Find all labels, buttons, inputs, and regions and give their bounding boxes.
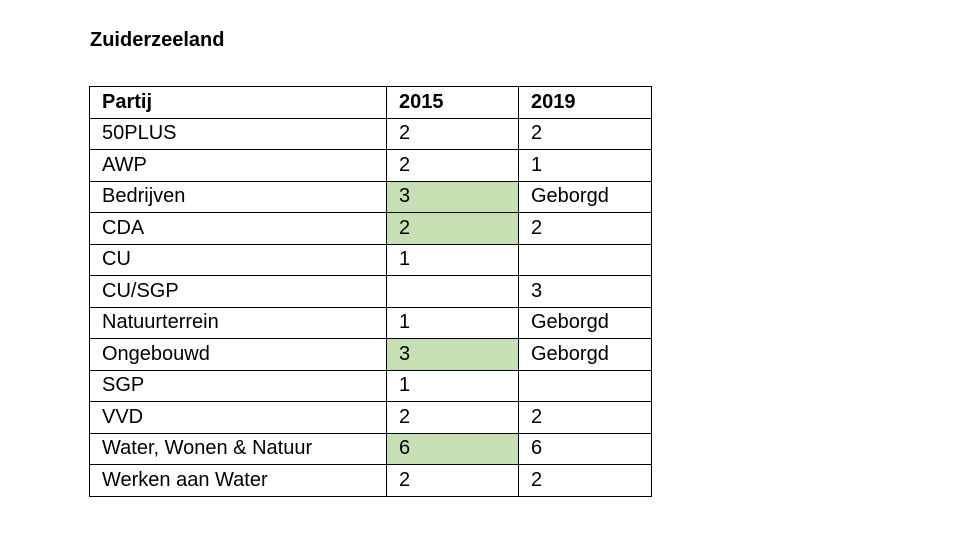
document-title: Zuiderzeeland — [90, 29, 225, 51]
table-row: CU/SGP 3 — [89, 275, 652, 308]
seats-2015-cell: 3 — [386, 338, 519, 371]
seats-2015-cell: 1 — [386, 369, 519, 402]
seats-2019-cell: 2 — [518, 212, 652, 245]
seats-2015-cell: 2 — [386, 401, 519, 434]
seats-2015-cell: 1 — [386, 306, 519, 339]
table-row: Ongebouwd 3 Geborgd — [89, 338, 652, 371]
seats-2019-cell: 6 — [518, 432, 652, 465]
party-cell: CU/SGP — [89, 275, 387, 308]
seats-2015-cell: 3 — [386, 180, 519, 213]
seats-2015-cell: 2 — [386, 212, 519, 245]
table-row: Bedrijven 3 Geborgd — [89, 180, 652, 213]
party-cell: CU — [89, 243, 387, 276]
seats-2015-cell: 6 — [386, 432, 519, 465]
table-row: AWP 2 1 — [89, 149, 652, 182]
header-2015: 2015 — [386, 86, 519, 119]
table-header-row: Partij 2015 2019 — [89, 86, 652, 119]
seats-2019-cell: 3 — [518, 275, 652, 308]
seats-2019-cell: Geborgd — [518, 180, 652, 213]
seats-2019-cell — [518, 369, 652, 402]
table-row: 50PLUS 2 2 — [89, 117, 652, 150]
results-table: Partij 2015 2019 50PLUS 2 2 AWP 2 1 Bedr… — [89, 86, 652, 497]
table-row: Werken aan Water 2 2 — [89, 464, 652, 497]
table-row: CU 1 — [89, 243, 652, 276]
seats-2015-cell: 2 — [386, 149, 519, 182]
seats-2019-cell: 2 — [518, 117, 652, 150]
seats-2019-cell: 2 — [518, 464, 652, 497]
seats-2019-cell — [518, 243, 652, 276]
seats-2019-cell: 1 — [518, 149, 652, 182]
header-2019: 2019 — [518, 86, 652, 119]
table-row: VVD 2 2 — [89, 401, 652, 434]
party-cell: Natuurterrein — [89, 306, 387, 339]
seats-2019-cell: 2 — [518, 401, 652, 434]
seats-2015-cell — [386, 275, 519, 308]
table-row: Water, Wonen & Natuur 6 6 — [89, 432, 652, 465]
seats-2019-cell: Geborgd — [518, 306, 652, 339]
seats-2015-cell: 2 — [386, 117, 519, 150]
seats-2015-cell: 1 — [386, 243, 519, 276]
party-cell: AWP — [89, 149, 387, 182]
party-cell: SGP — [89, 369, 387, 402]
party-cell: Bedrijven — [89, 180, 387, 213]
party-cell: Werken aan Water — [89, 464, 387, 497]
party-cell: VVD — [89, 401, 387, 434]
table-row: CDA 2 2 — [89, 212, 652, 245]
seats-2015-cell: 2 — [386, 464, 519, 497]
seats-2019-cell: Geborgd — [518, 338, 652, 371]
table-row: Natuurterrein 1 Geborgd — [89, 306, 652, 339]
table-row: SGP 1 — [89, 369, 652, 402]
party-cell: Water, Wonen & Natuur — [89, 432, 387, 465]
header-party: Partij — [89, 86, 387, 119]
party-cell: Ongebouwd — [89, 338, 387, 371]
party-cell: 50PLUS — [89, 117, 387, 150]
party-cell: CDA — [89, 212, 387, 245]
